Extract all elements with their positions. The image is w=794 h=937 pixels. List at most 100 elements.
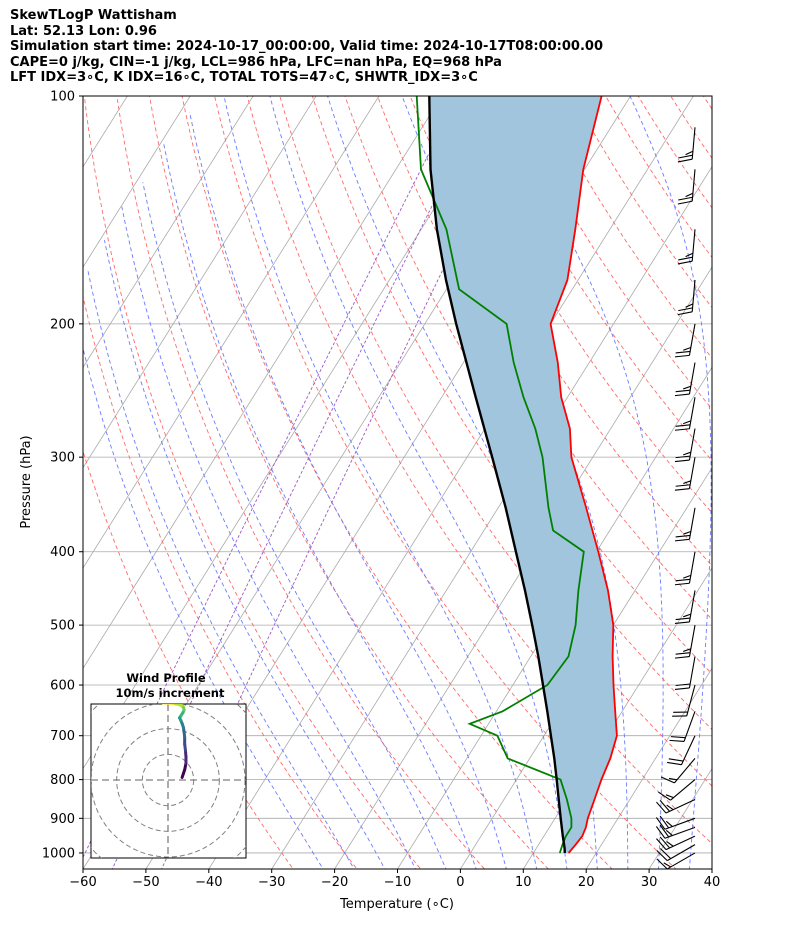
barb-feather xyxy=(674,428,690,431)
temperature-line xyxy=(549,96,618,854)
barb-feather xyxy=(660,776,675,784)
y-tick-label: 300 xyxy=(50,451,75,466)
x-tick-label: 20 xyxy=(578,875,595,890)
chart-title: SkewTLogP Wattisham xyxy=(10,8,177,23)
isotherm-line xyxy=(397,366,712,869)
barb-feather xyxy=(655,826,666,839)
y-tick-label: 800 xyxy=(50,773,75,788)
barb-staff xyxy=(665,799,696,814)
barb-feather xyxy=(659,824,670,838)
barb-staff xyxy=(688,551,696,584)
x-tick-label: 10 xyxy=(515,875,532,890)
barb-staff xyxy=(688,507,696,540)
dry-adiabat xyxy=(637,96,712,209)
isotherm-line xyxy=(83,96,317,469)
barb-feather xyxy=(655,817,666,830)
hodograph-trace xyxy=(161,704,188,779)
wind-barb xyxy=(677,127,696,163)
barb-feather xyxy=(674,393,690,397)
barb-feather xyxy=(659,836,671,849)
barb-staff xyxy=(664,817,696,830)
dry-adiabat xyxy=(442,96,712,514)
wind-barb xyxy=(667,735,696,766)
barb-feather xyxy=(669,739,685,742)
y-tick-label: 900 xyxy=(50,812,75,827)
barb-feather xyxy=(674,459,690,463)
barb-staff xyxy=(686,684,696,717)
x-tick-label: −20 xyxy=(321,875,348,890)
barb-staff xyxy=(667,852,696,870)
station-location: Lat: 52.13 Lon: 0.96 xyxy=(10,23,157,39)
wind-barb xyxy=(656,844,696,862)
isotherm-line xyxy=(0,61,86,884)
barb-feather xyxy=(667,761,682,766)
moist-adiabat xyxy=(104,240,386,869)
dry-adiabat xyxy=(83,449,294,869)
moist-adiabat xyxy=(162,141,477,869)
barb-feather xyxy=(674,354,690,358)
barb-feather xyxy=(683,480,692,485)
barb-staff xyxy=(688,428,696,461)
barb-feather xyxy=(659,815,670,829)
x-tick-label: −60 xyxy=(69,875,96,890)
isotherm-line xyxy=(208,96,694,869)
wind-barb xyxy=(660,758,696,784)
moist-adiabat xyxy=(629,96,712,869)
barb-feather xyxy=(675,578,691,582)
barb-feather xyxy=(656,801,667,814)
barb-feather xyxy=(658,791,671,801)
wind-barbs xyxy=(655,127,696,870)
barb-feather xyxy=(675,534,691,538)
barb-staff xyxy=(688,656,696,689)
convective-params: CAPE=0 j/kg, CIN=-1 j/kg, LCL=986 hPa, L… xyxy=(10,54,502,70)
y-axis-title: Pressure (hPa) xyxy=(19,435,34,528)
wind-barb xyxy=(674,457,696,491)
barb-feather xyxy=(685,150,694,156)
barb-feather xyxy=(677,311,693,316)
barb-staff xyxy=(688,362,696,395)
x-tick-label: −10 xyxy=(384,875,411,890)
moist-adiabat xyxy=(719,79,777,884)
barb-feather xyxy=(674,582,690,586)
isotherm-line xyxy=(83,96,191,268)
barb-feather xyxy=(675,424,691,427)
isotherm-line xyxy=(711,868,712,869)
moist-adiabat xyxy=(269,96,568,869)
barb-staff xyxy=(688,457,696,489)
barb-staff xyxy=(691,279,696,312)
isotherm-line xyxy=(459,466,712,869)
barb-staff xyxy=(667,844,696,862)
barb-feather xyxy=(675,683,691,687)
dry-adiabat xyxy=(181,96,613,869)
axes: −60 −50 −40 −30 −20 −10 0 10 20 30 40 1000 900 800 700… xyxy=(42,90,720,891)
barb-staff xyxy=(691,127,696,160)
barb-feather xyxy=(683,613,692,618)
barb-feather xyxy=(674,488,690,491)
barb-feather xyxy=(659,848,672,860)
moist-adiabat xyxy=(189,111,507,869)
barb-feather xyxy=(668,758,684,762)
moist-adiabat xyxy=(83,346,324,869)
dry-adiabat xyxy=(214,96,677,869)
barb-staff xyxy=(674,758,696,784)
wind-barb xyxy=(655,815,696,830)
barb-feather xyxy=(659,800,671,812)
barb-feather xyxy=(683,648,692,652)
barb-feather xyxy=(685,192,694,198)
wind-barb xyxy=(674,656,696,690)
wind-barb xyxy=(656,852,696,870)
barb-feather xyxy=(685,303,694,308)
barb-feather xyxy=(683,530,692,535)
moist-adiabat xyxy=(750,79,794,884)
hodograph-title: Wind Profile xyxy=(126,671,206,685)
barb-feather xyxy=(675,350,691,354)
wind-barb xyxy=(674,323,696,358)
wind-barb xyxy=(674,590,696,625)
y-tick-label: 700 xyxy=(50,729,75,744)
isotherm-line xyxy=(765,61,794,884)
wind-barb xyxy=(674,507,696,542)
barb-staff xyxy=(691,169,696,202)
barb-feather xyxy=(683,451,692,456)
hodograph-subtitle: 10m/s increment xyxy=(116,686,225,700)
